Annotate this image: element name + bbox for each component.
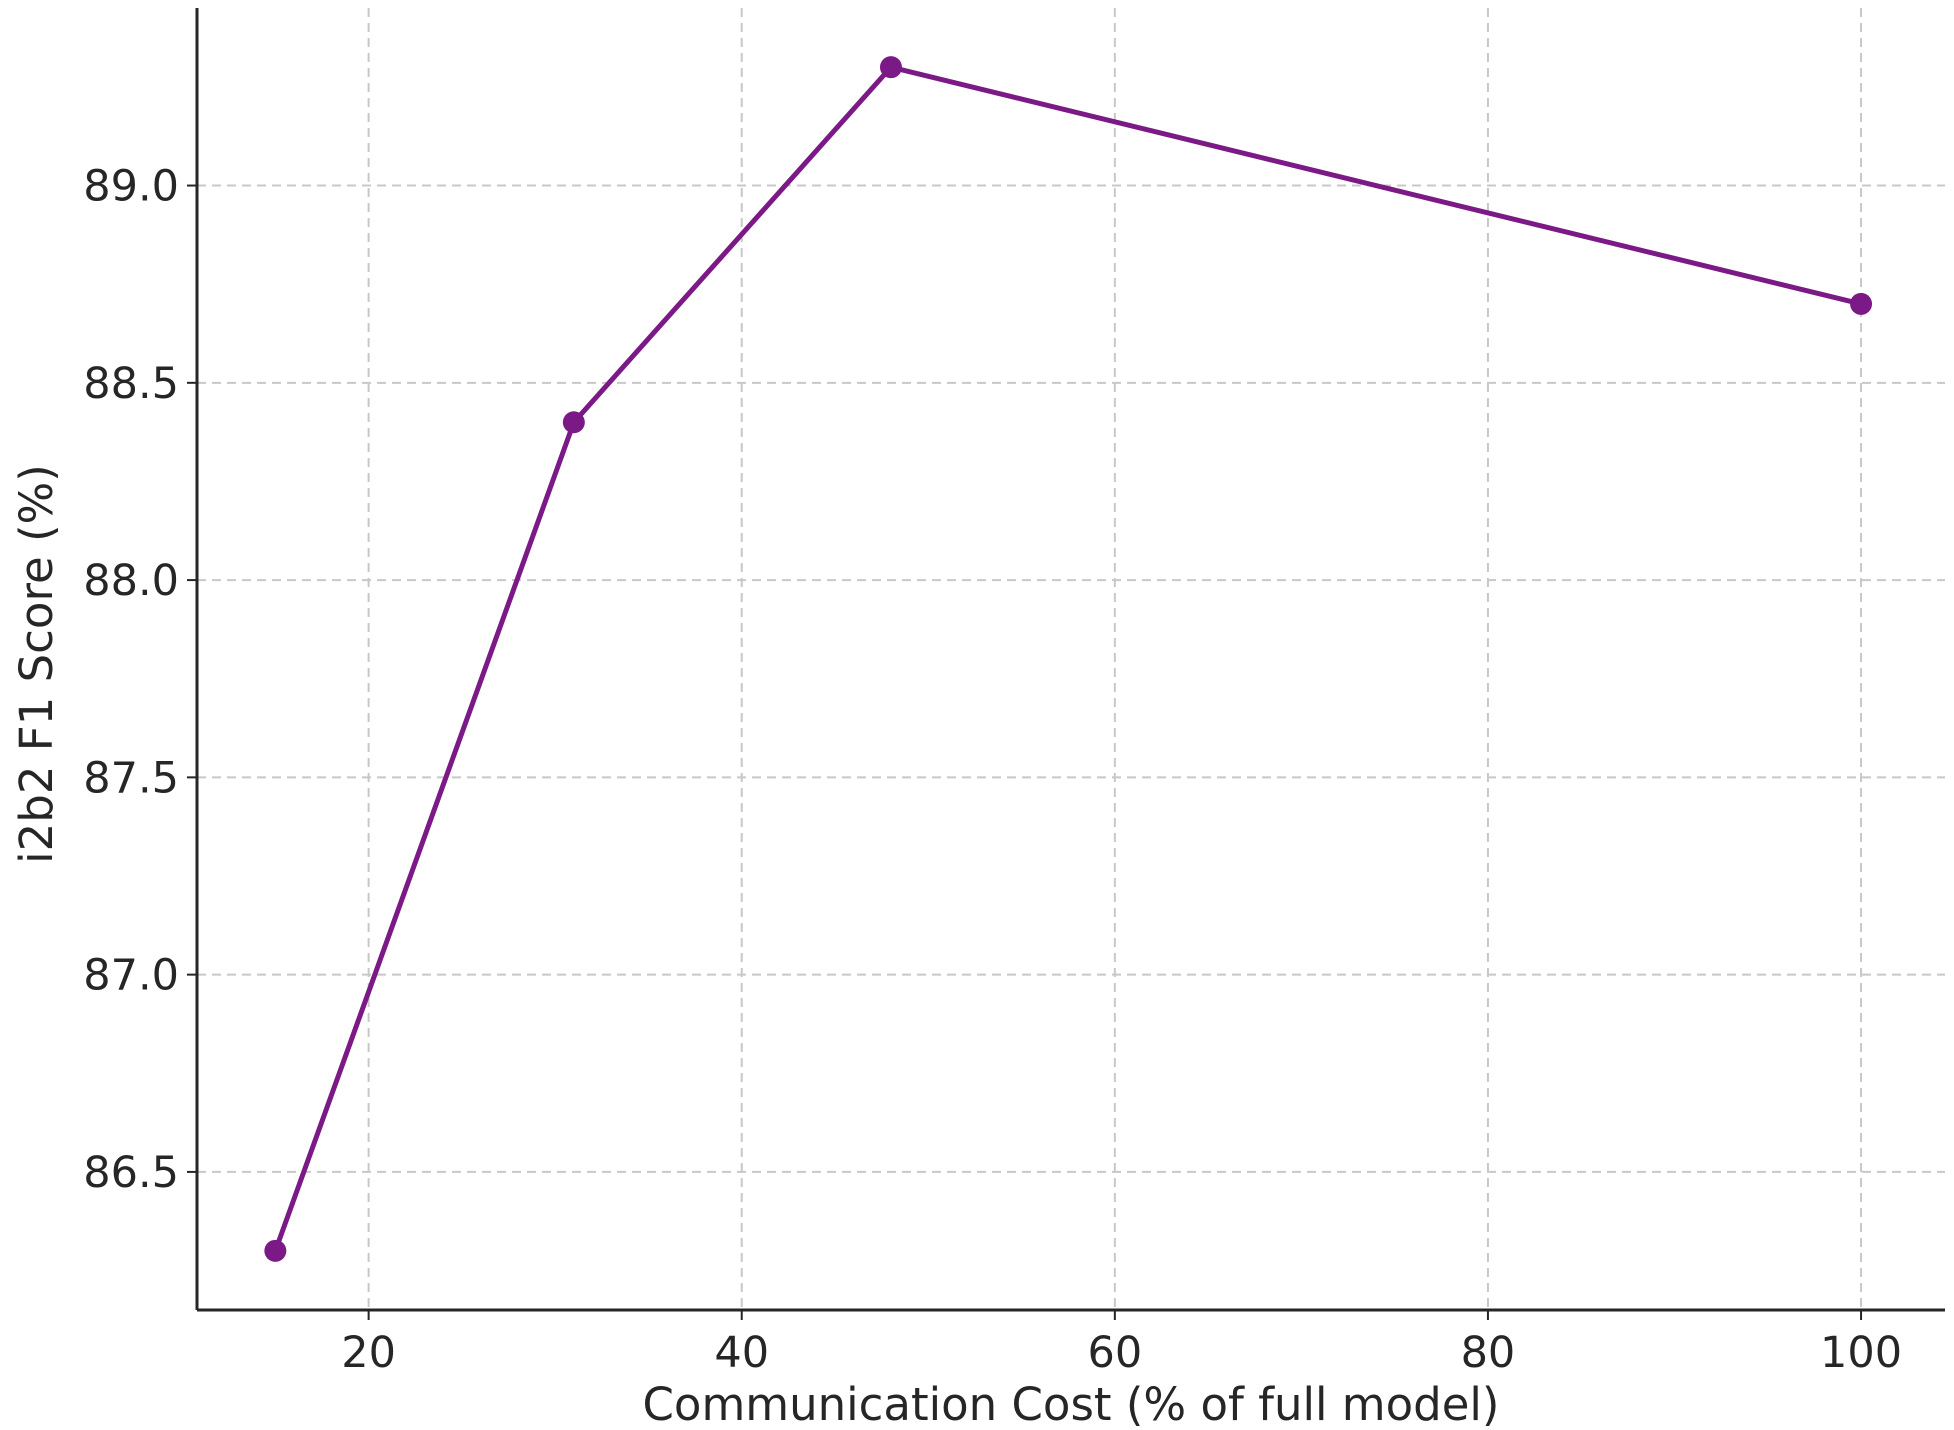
y-tick-label: 88.5 <box>83 359 179 409</box>
y-tick-label: 87.5 <box>83 753 179 803</box>
series-layer <box>264 56 1873 1262</box>
grid-lines <box>197 8 1945 1310</box>
x-tick-label: 40 <box>714 1328 769 1378</box>
x-tick-label: 20 <box>341 1328 396 1378</box>
x-tick-label: 100 <box>1820 1328 1902 1378</box>
y-tick-labels: 86.5 87.0 87.5 88.0 88.5 89.0 <box>83 162 197 1198</box>
x-tick-label: 60 <box>1087 1328 1142 1378</box>
data-point <box>562 411 585 434</box>
y-tick-label: 88.0 <box>83 556 179 606</box>
y-tick-label: 89.0 <box>83 162 179 212</box>
x-axis-label: Communication Cost (% of full model) <box>643 1378 1500 1430</box>
data-point <box>879 56 902 79</box>
y-tick-label: 87.0 <box>83 951 179 1001</box>
data-point <box>264 1239 287 1262</box>
series-line <box>272 64 1864 1254</box>
data-point <box>1850 292 1873 315</box>
y-axis-label: i2b2 F1 Score (%) <box>10 464 63 864</box>
axes <box>195 8 1945 1312</box>
y-tick-label: 86.5 <box>83 1148 179 1198</box>
x-tick-labels: 20 40 60 80 100 <box>341 1310 1902 1378</box>
x-tick-label: 80 <box>1461 1328 1516 1378</box>
